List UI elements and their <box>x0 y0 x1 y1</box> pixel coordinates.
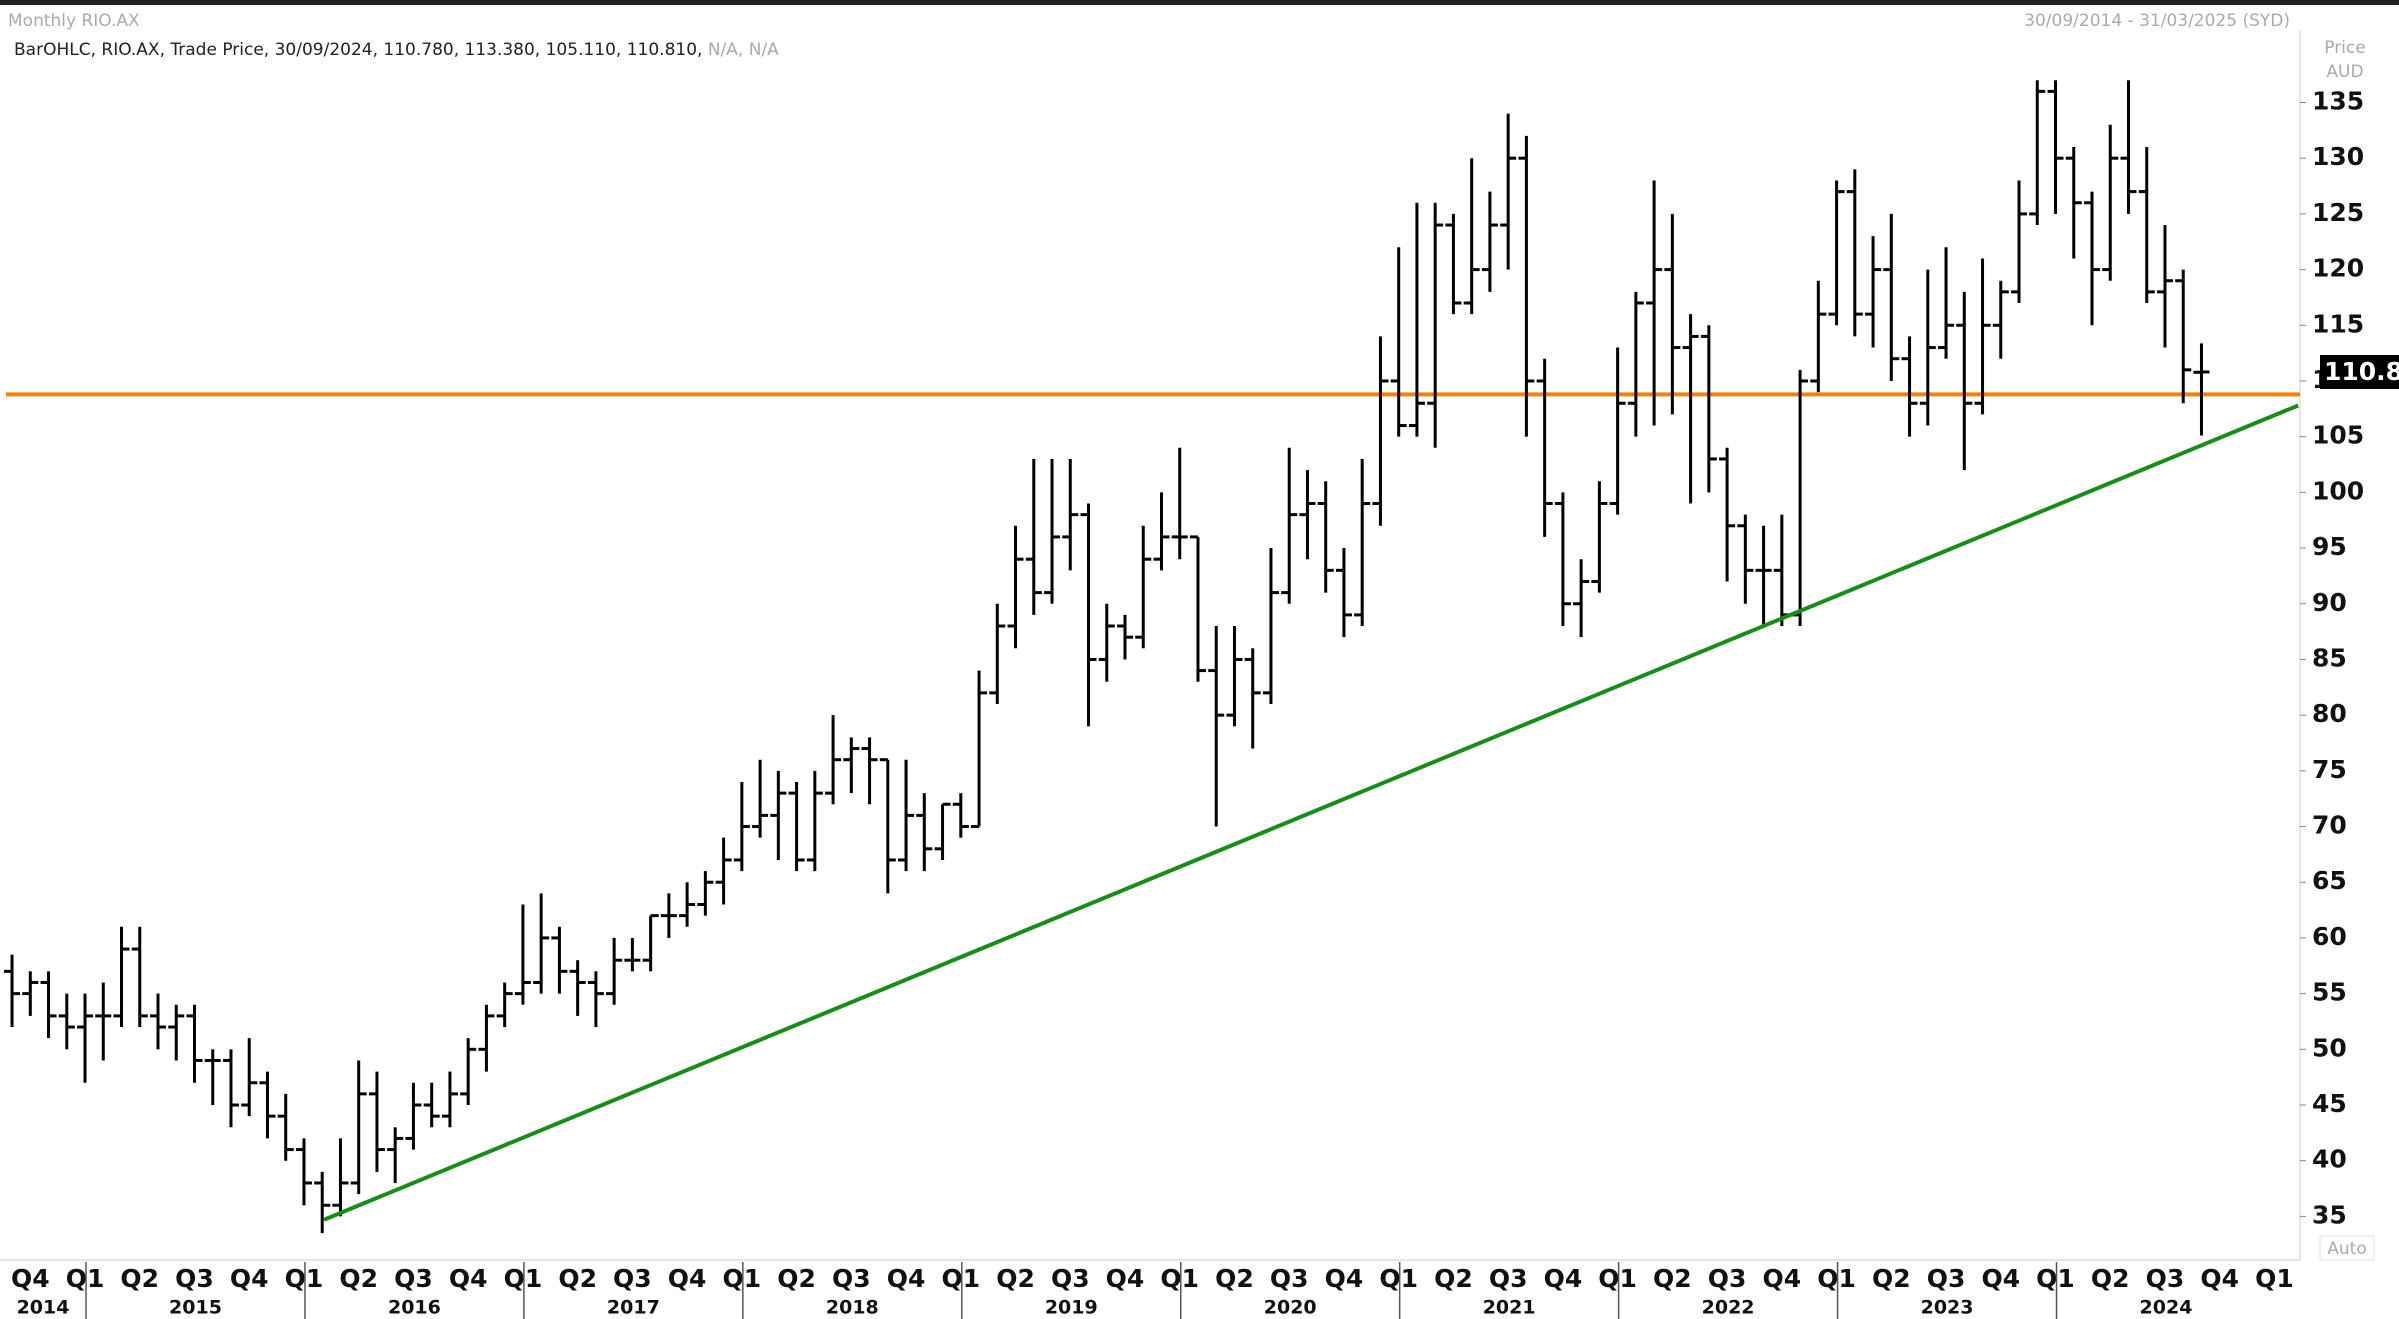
x-tick-label: Q2 <box>120 1264 159 1293</box>
y-tick-label: 50 <box>2312 1033 2347 1062</box>
x-tick-label: Q1 <box>285 1264 324 1293</box>
x-tick-label: Q3 <box>832 1264 871 1293</box>
legend-text: BarOHLC, RIO.AX, Trade Price, 30/09/2024… <box>14 40 702 60</box>
y-tick-label: 135 <box>2312 87 2364 116</box>
x-tick-label: Q3 <box>1270 1264 1309 1293</box>
x-tick-label: Q4 <box>1763 1264 1802 1293</box>
chart-title: Monthly RIO.AX <box>8 11 140 31</box>
x-tick-label: Q1 <box>504 1264 543 1293</box>
x-tick-label: Q1 <box>1160 1264 1199 1293</box>
y-tick-label: 85 <box>2312 643 2347 672</box>
x-tick-label: Q4 <box>1981 1264 2020 1293</box>
x-tick-label: Q4 <box>1325 1264 1364 1293</box>
year-label: 2022 <box>1702 1297 1755 1319</box>
x-tick-label: Q4 <box>1544 1264 1583 1293</box>
y-tick-label: 55 <box>2312 978 2347 1007</box>
year-label: 2024 <box>2140 1297 2193 1319</box>
x-tick-label: Q1 <box>1598 1264 1637 1293</box>
x-tick-label: Q2 <box>996 1264 1035 1293</box>
y-tick-label: 60 <box>2312 922 2347 951</box>
y-tick-label: 45 <box>2312 1089 2347 1118</box>
x-tick-label: Q4 <box>230 1264 269 1293</box>
y-tick-label: 80 <box>2312 699 2347 728</box>
x-tick-label: Q2 <box>1653 1264 1692 1293</box>
y-tick-label: 65 <box>2312 866 2347 895</box>
x-tick-label: Q3 <box>1051 1264 1090 1293</box>
y-tick-label: 75 <box>2312 755 2347 784</box>
y-tick-label: 120 <box>2312 254 2364 283</box>
auto-box <box>2319 1235 2375 1261</box>
x-tick-label: Q3 <box>1489 1264 1528 1293</box>
auto-label: Auto <box>2327 1239 2366 1259</box>
x-tick-label: Q2 <box>558 1264 597 1293</box>
y-tick-label: 40 <box>2312 1145 2347 1174</box>
date-range: 30/09/2014 - 31/03/2025 (SYD) <box>2024 11 2290 31</box>
year-label: 2021 <box>1483 1297 1536 1319</box>
year-label: 2023 <box>1921 1297 1974 1319</box>
x-tick-label: Q4 <box>449 1264 488 1293</box>
x-tick-label: Q4 <box>668 1264 707 1293</box>
x-tick-label: Q1 <box>723 1264 762 1293</box>
y-tick-label: 70 <box>2312 811 2347 840</box>
x-tick-label: Q3 <box>1708 1264 1747 1293</box>
year-label: 2015 <box>169 1297 222 1319</box>
year-label: 2016 <box>388 1297 441 1319</box>
y-label: Price <box>2324 38 2365 58</box>
year-label: 2020 <box>1264 1297 1317 1319</box>
y-tick-label: 100 <box>2312 476 2364 505</box>
x-tick-label: Q2 <box>2091 1264 2130 1293</box>
x-tick-label: Q3 <box>1927 1264 1966 1293</box>
x-tick-label: Q1 <box>941 1264 980 1293</box>
x-tick-label: Q1 <box>2255 1264 2294 1293</box>
year-label: 2019 <box>1045 1297 1098 1319</box>
x-tick-label: Q4 <box>887 1264 926 1293</box>
x-tick-label: Q2 <box>1215 1264 1254 1293</box>
x-tick-label: Q3 <box>613 1264 652 1293</box>
trendline <box>323 403 2299 1222</box>
y-tick-label: 35 <box>2312 1200 2347 1229</box>
x-tick-label: Q4 <box>1106 1264 1145 1293</box>
x-tick-label: Q3 <box>175 1264 214 1293</box>
x-tick-label: Q2 <box>1872 1264 1911 1293</box>
year-label: 2014 <box>17 1297 70 1319</box>
year-label: 2017 <box>607 1297 660 1319</box>
y-tick-label: 95 <box>2312 532 2347 561</box>
y-tick-label: 90 <box>2312 588 2347 617</box>
x-tick-label: Q2 <box>339 1264 378 1293</box>
y-tick-label: 125 <box>2312 198 2364 227</box>
y-tick-label: 130 <box>2312 142 2364 171</box>
x-tick-label: Q2 <box>1434 1264 1473 1293</box>
x-tick-label: Q4 <box>11 1264 50 1293</box>
x-tick-label: Q2 <box>777 1264 816 1293</box>
last-price-label: 110.8 <box>2324 357 2399 386</box>
y-tick-label: 105 <box>2312 421 2364 450</box>
x-tick-label: Q1 <box>2036 1264 2075 1293</box>
last-price-box <box>2320 354 2399 389</box>
legend: BarOHLC, RIO.AX, Trade Price, 30/09/2024… <box>14 40 779 60</box>
x-tick-label: Q1 <box>1379 1264 1418 1293</box>
year-label: 2018 <box>826 1297 879 1319</box>
y-unit: AUD <box>2326 62 2363 82</box>
x-tick-label: Q3 <box>2146 1264 2185 1293</box>
x-tick-label: Q3 <box>394 1264 433 1293</box>
y-tick-label: 115 <box>2312 309 2364 338</box>
x-tick-label: Q1 <box>1817 1264 1856 1293</box>
x-tick-label: Q1 <box>66 1264 105 1293</box>
top-bar <box>0 0 2399 5</box>
x-tick-label: Q4 <box>2200 1264 2239 1293</box>
legend-na: N/A, N/A <box>708 40 779 60</box>
